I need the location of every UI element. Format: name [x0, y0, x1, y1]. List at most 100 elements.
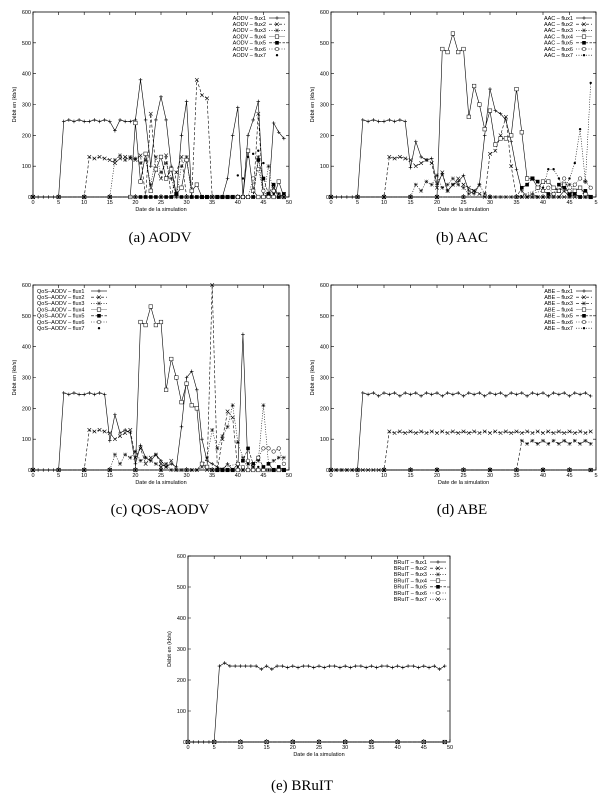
data-point — [514, 429, 519, 434]
data-point — [276, 467, 281, 473]
data-point — [541, 438, 545, 443]
data-point — [83, 468, 86, 472]
y-axis-title: Débit en (kb/s) — [310, 359, 316, 395]
data-point — [427, 665, 431, 670]
data-point — [398, 394, 402, 398]
data-point — [240, 464, 245, 469]
panel-aodv: 0 5 10 15 20 25 30 35 40 45 500100200300400500600D… — [12, 10, 292, 246]
y-tick-label: 600 — [320, 283, 329, 289]
data-point — [424, 430, 429, 436]
legend-marker — [97, 327, 101, 330]
data-point — [261, 403, 266, 408]
data-point — [194, 406, 199, 411]
x-tick-label: 45 — [260, 200, 266, 206]
data-point — [174, 192, 179, 196]
y-tick-label: 100 — [177, 709, 186, 715]
data-point — [567, 188, 572, 193]
data-point — [382, 195, 386, 199]
data-point — [241, 177, 245, 180]
legend-marker — [275, 16, 279, 20]
y-tick-label: 300 — [320, 103, 329, 109]
data-point — [251, 118, 255, 122]
y-tick-label: 500 — [320, 314, 329, 320]
data-point — [138, 446, 143, 451]
data-point — [371, 391, 376, 395]
panel-bruit: 0 5 10 15 20 25 30 35 40 45 500100200300400500600D… — [167, 554, 453, 794]
data-point — [210, 462, 214, 466]
data-point — [254, 664, 258, 668]
data-point — [546, 195, 551, 199]
data-point — [159, 195, 163, 199]
data-point — [143, 455, 148, 460]
data-point — [271, 121, 276, 125]
data-point — [589, 81, 592, 85]
data-point — [264, 739, 269, 745]
data-point — [567, 394, 572, 398]
data-point — [562, 430, 567, 436]
legend-marker — [581, 22, 587, 27]
data-point — [588, 429, 593, 434]
legend-label: AODV – flux4 — [233, 34, 266, 40]
data-point — [179, 133, 184, 138]
data-point — [143, 151, 148, 156]
data-point — [466, 185, 471, 190]
data-point — [272, 468, 275, 472]
data-point — [102, 429, 107, 434]
y-tick-label: 400 — [22, 345, 31, 351]
data-point — [385, 664, 389, 668]
data-point — [456, 179, 460, 184]
data-point — [280, 664, 285, 668]
data-point — [238, 664, 243, 668]
panel-caption: (a) AODV — [129, 230, 192, 246]
data-point — [164, 176, 169, 181]
data-point — [456, 182, 461, 187]
legend-marker — [581, 46, 587, 52]
data-point — [466, 430, 471, 436]
data-point — [107, 157, 112, 163]
series-1 — [186, 661, 447, 744]
y-tick-label: 500 — [320, 41, 329, 47]
data-point — [519, 438, 524, 443]
data-point — [92, 429, 97, 434]
data-point — [143, 461, 148, 466]
data-point — [251, 462, 255, 466]
data-point — [573, 391, 577, 395]
data-point — [371, 118, 376, 122]
data-point — [185, 468, 188, 472]
data-point — [572, 188, 577, 193]
data-point — [138, 153, 143, 158]
data-point — [573, 161, 576, 165]
data-point — [551, 438, 556, 443]
data-point — [530, 391, 535, 395]
data-point — [563, 186, 566, 189]
series-line — [33, 447, 285, 471]
series-7 — [329, 468, 592, 472]
data-point — [275, 664, 279, 668]
data-point — [546, 179, 551, 184]
data-point — [256, 158, 261, 162]
legend-marker — [436, 560, 440, 564]
data-point — [235, 194, 240, 200]
data-point — [236, 105, 240, 110]
legend-label: AAC – flux7 — [544, 53, 573, 59]
data-point — [456, 391, 460, 395]
data-point — [435, 468, 439, 472]
data-point — [271, 194, 276, 200]
data-point — [440, 170, 445, 175]
data-point — [225, 462, 230, 466]
data-point — [429, 182, 434, 187]
data-point — [392, 391, 397, 395]
data-point — [403, 119, 407, 124]
x-tick-label: 20 — [132, 200, 138, 206]
x-tick-label: 40 — [235, 473, 241, 479]
y-tick-label: 500 — [177, 585, 186, 591]
data-point — [551, 185, 556, 190]
x-tick-label: 5 — [594, 200, 597, 206]
series-line — [33, 79, 285, 198]
data-point — [262, 161, 265, 165]
data-point — [361, 391, 365, 395]
data-point — [235, 461, 240, 466]
data-point — [467, 189, 471, 193]
data-point — [92, 118, 97, 122]
